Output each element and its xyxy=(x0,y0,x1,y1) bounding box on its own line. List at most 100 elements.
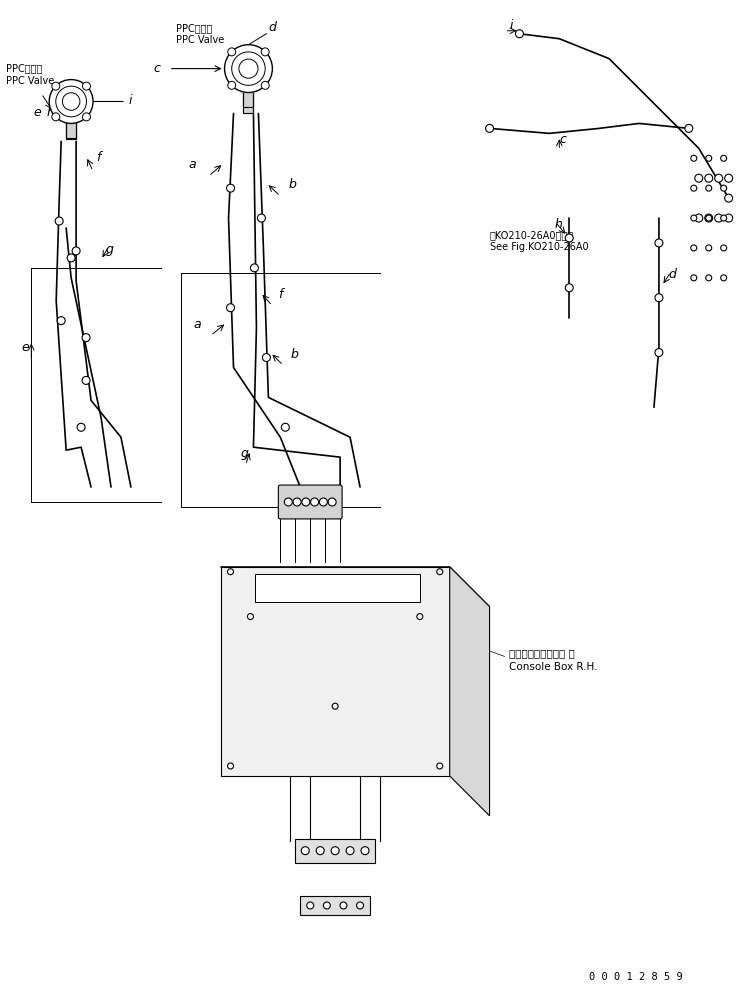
Circle shape xyxy=(706,275,712,281)
Text: h: h xyxy=(554,218,562,231)
Circle shape xyxy=(715,174,722,182)
Circle shape xyxy=(324,902,330,909)
Circle shape xyxy=(695,214,703,222)
Circle shape xyxy=(691,275,697,281)
Circle shape xyxy=(319,498,327,505)
Circle shape xyxy=(83,113,91,121)
Text: g: g xyxy=(240,448,248,461)
Circle shape xyxy=(565,234,573,242)
Circle shape xyxy=(226,304,234,312)
Circle shape xyxy=(721,245,727,251)
Circle shape xyxy=(706,185,712,191)
Circle shape xyxy=(316,846,324,854)
Circle shape xyxy=(263,354,270,362)
Circle shape xyxy=(516,30,524,38)
Circle shape xyxy=(82,377,90,385)
Circle shape xyxy=(655,294,663,302)
Circle shape xyxy=(691,245,697,251)
Circle shape xyxy=(486,125,493,133)
Text: i: i xyxy=(129,95,132,108)
Circle shape xyxy=(328,498,336,505)
Circle shape xyxy=(49,80,93,124)
Circle shape xyxy=(565,284,573,292)
Text: e: e xyxy=(33,107,41,120)
Circle shape xyxy=(361,846,369,854)
Circle shape xyxy=(725,194,733,202)
FancyBboxPatch shape xyxy=(301,895,370,915)
Text: PPCバルブ: PPCバルブ xyxy=(176,23,212,33)
Circle shape xyxy=(346,846,354,854)
Text: a: a xyxy=(193,318,202,331)
Circle shape xyxy=(655,239,663,247)
Circle shape xyxy=(261,48,269,56)
Circle shape xyxy=(725,214,733,222)
Circle shape xyxy=(248,613,254,619)
Circle shape xyxy=(257,214,266,222)
Polygon shape xyxy=(220,566,490,606)
Circle shape xyxy=(225,45,272,93)
Text: f: f xyxy=(96,152,100,165)
Text: i: i xyxy=(510,19,513,32)
Circle shape xyxy=(331,846,339,854)
FancyBboxPatch shape xyxy=(295,838,375,862)
Text: b: b xyxy=(290,348,298,361)
Circle shape xyxy=(228,48,236,56)
Text: Console Box R.H.: Console Box R.H. xyxy=(510,662,598,672)
Circle shape xyxy=(67,254,75,262)
FancyBboxPatch shape xyxy=(255,573,420,601)
Circle shape xyxy=(52,113,60,121)
Text: c: c xyxy=(559,134,566,147)
Circle shape xyxy=(311,498,318,505)
FancyBboxPatch shape xyxy=(278,486,342,518)
Circle shape xyxy=(721,275,727,281)
Circle shape xyxy=(437,763,443,769)
Circle shape xyxy=(307,902,314,909)
Text: f: f xyxy=(278,288,283,301)
Circle shape xyxy=(655,349,663,357)
Circle shape xyxy=(83,82,91,90)
Circle shape xyxy=(691,185,697,191)
Text: b: b xyxy=(289,178,296,191)
Text: e: e xyxy=(22,341,29,354)
Circle shape xyxy=(695,174,703,182)
Circle shape xyxy=(77,424,85,432)
Text: 第KO210-26A0図参照: 第KO210-26A0図参照 xyxy=(490,230,574,240)
Circle shape xyxy=(284,498,292,505)
Circle shape xyxy=(684,125,693,133)
Circle shape xyxy=(228,763,234,769)
Text: a: a xyxy=(189,159,196,171)
Text: PPCバルブ: PPCバルブ xyxy=(7,64,42,74)
Text: PPC Valve: PPC Valve xyxy=(176,35,224,45)
Circle shape xyxy=(706,245,712,251)
Circle shape xyxy=(293,498,301,505)
Circle shape xyxy=(340,902,347,909)
Circle shape xyxy=(228,568,234,574)
Circle shape xyxy=(705,174,713,182)
Circle shape xyxy=(301,846,310,854)
Circle shape xyxy=(437,568,443,574)
Circle shape xyxy=(57,317,65,325)
Circle shape xyxy=(715,214,722,222)
Polygon shape xyxy=(449,566,490,816)
Circle shape xyxy=(281,424,289,432)
Circle shape xyxy=(82,334,90,342)
Circle shape xyxy=(721,185,727,191)
Circle shape xyxy=(725,174,733,182)
Text: g: g xyxy=(106,243,114,256)
Circle shape xyxy=(261,82,269,90)
Circle shape xyxy=(705,214,713,222)
Text: See Fig.KO210-26A0: See Fig.KO210-26A0 xyxy=(490,242,589,252)
Circle shape xyxy=(691,156,697,162)
Text: h: h xyxy=(46,107,54,120)
Text: d: d xyxy=(669,268,677,281)
Text: PPC Valve: PPC Valve xyxy=(7,76,54,86)
Circle shape xyxy=(55,217,63,225)
Circle shape xyxy=(302,498,310,505)
Text: 0 0 0 1 2 8 5 9: 0 0 0 1 2 8 5 9 xyxy=(589,972,683,982)
Circle shape xyxy=(417,613,423,619)
Circle shape xyxy=(691,215,697,221)
Circle shape xyxy=(721,215,727,221)
Polygon shape xyxy=(220,566,449,776)
Circle shape xyxy=(228,82,236,90)
Text: コンソールボックス 右: コンソールボックス 右 xyxy=(510,648,575,658)
